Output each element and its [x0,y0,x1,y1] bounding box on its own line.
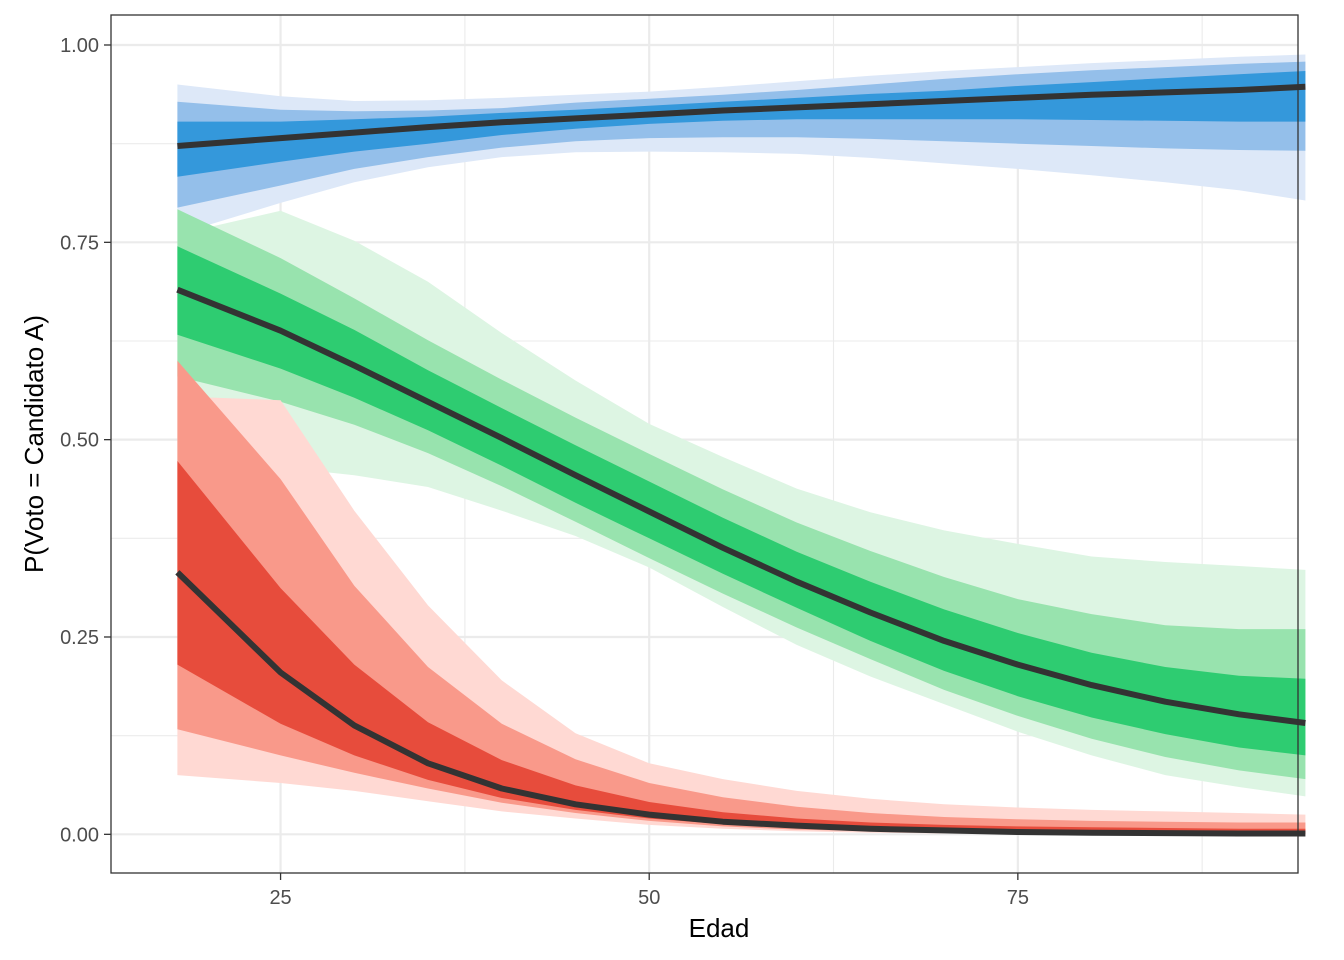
y-tick-label: 1.00 [60,35,99,57]
series-1-line [176,286,1306,726]
x-axis-title: Edad [689,913,750,943]
plot-panel-border [110,14,1299,874]
y-axis-title: P(Voto = Candidato A) [19,315,49,573]
y-tick-label: 0.00 [60,824,99,846]
x-tick-label: 50 [638,887,660,909]
y-tick-label: 0.75 [60,232,99,254]
y-tick-label: 0.25 [60,627,99,649]
series-2-line [175,570,1306,837]
y-axis: 0.00 0.25 0.50 0.75 1.00 [60,35,111,846]
y-tick-label: 0.50 [60,430,99,452]
series-0-line [177,83,1306,149]
x-tick-label: 75 [1007,887,1029,909]
series-lines [175,83,1306,837]
series-2-band-50 [177,461,1306,835]
series-2-band-80 [177,360,1306,835]
x-tick-label: 25 [269,887,291,909]
x-axis: 25 50 75 [269,873,1029,909]
